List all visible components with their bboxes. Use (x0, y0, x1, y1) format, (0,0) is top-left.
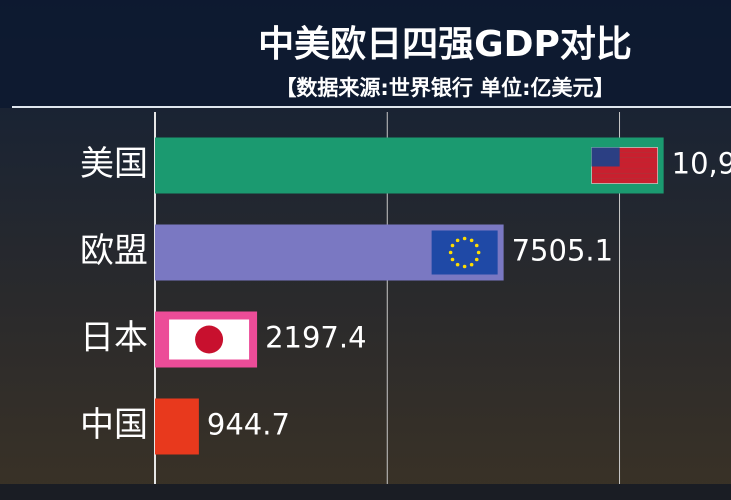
y-tick-label: 日本 (80, 318, 148, 358)
flag-stripe (591, 178, 658, 184)
flag-stripe (591, 147, 658, 153)
value-label: 10,950 (672, 147, 731, 181)
flag-star (450, 257, 455, 262)
value-label: 7505.1 (512, 234, 613, 268)
flag-star (455, 262, 460, 267)
flag-star (469, 262, 474, 267)
value-label: 2197.4 (265, 321, 366, 355)
y-tick-label: 中国 (80, 405, 148, 445)
flag-stripe (591, 168, 658, 174)
flag-star (469, 238, 474, 243)
flag-star (474, 243, 479, 248)
bar (155, 137, 664, 194)
flag-star (462, 264, 467, 269)
flag-star (476, 250, 481, 255)
value-label: 944.7 (207, 408, 290, 442)
flag-stripe (591, 152, 658, 158)
flag-canton (591, 147, 620, 167)
axis-strip (0, 484, 731, 500)
flag-star (462, 236, 467, 241)
flag-star (448, 250, 453, 255)
header-band (0, 0, 731, 108)
flag-stripe (591, 162, 658, 169)
bar (155, 398, 199, 455)
flag (169, 319, 250, 360)
flag-disc (195, 325, 224, 354)
flag-star (455, 238, 460, 243)
flag-star (474, 257, 479, 262)
chart-subtitle: 【数据来源:世界银行 单位:亿美元】 (275, 76, 614, 100)
flag-stripe (591, 173, 658, 179)
flag-star (450, 243, 455, 248)
flag (431, 230, 498, 275)
flag-stripe (591, 157, 658, 163)
y-tick-label: 欧盟 (80, 231, 148, 271)
flag (591, 147, 658, 184)
y-tick-label: 美国 (80, 144, 148, 184)
chart-title: 中美欧日四强GDP对比 (258, 24, 632, 65)
